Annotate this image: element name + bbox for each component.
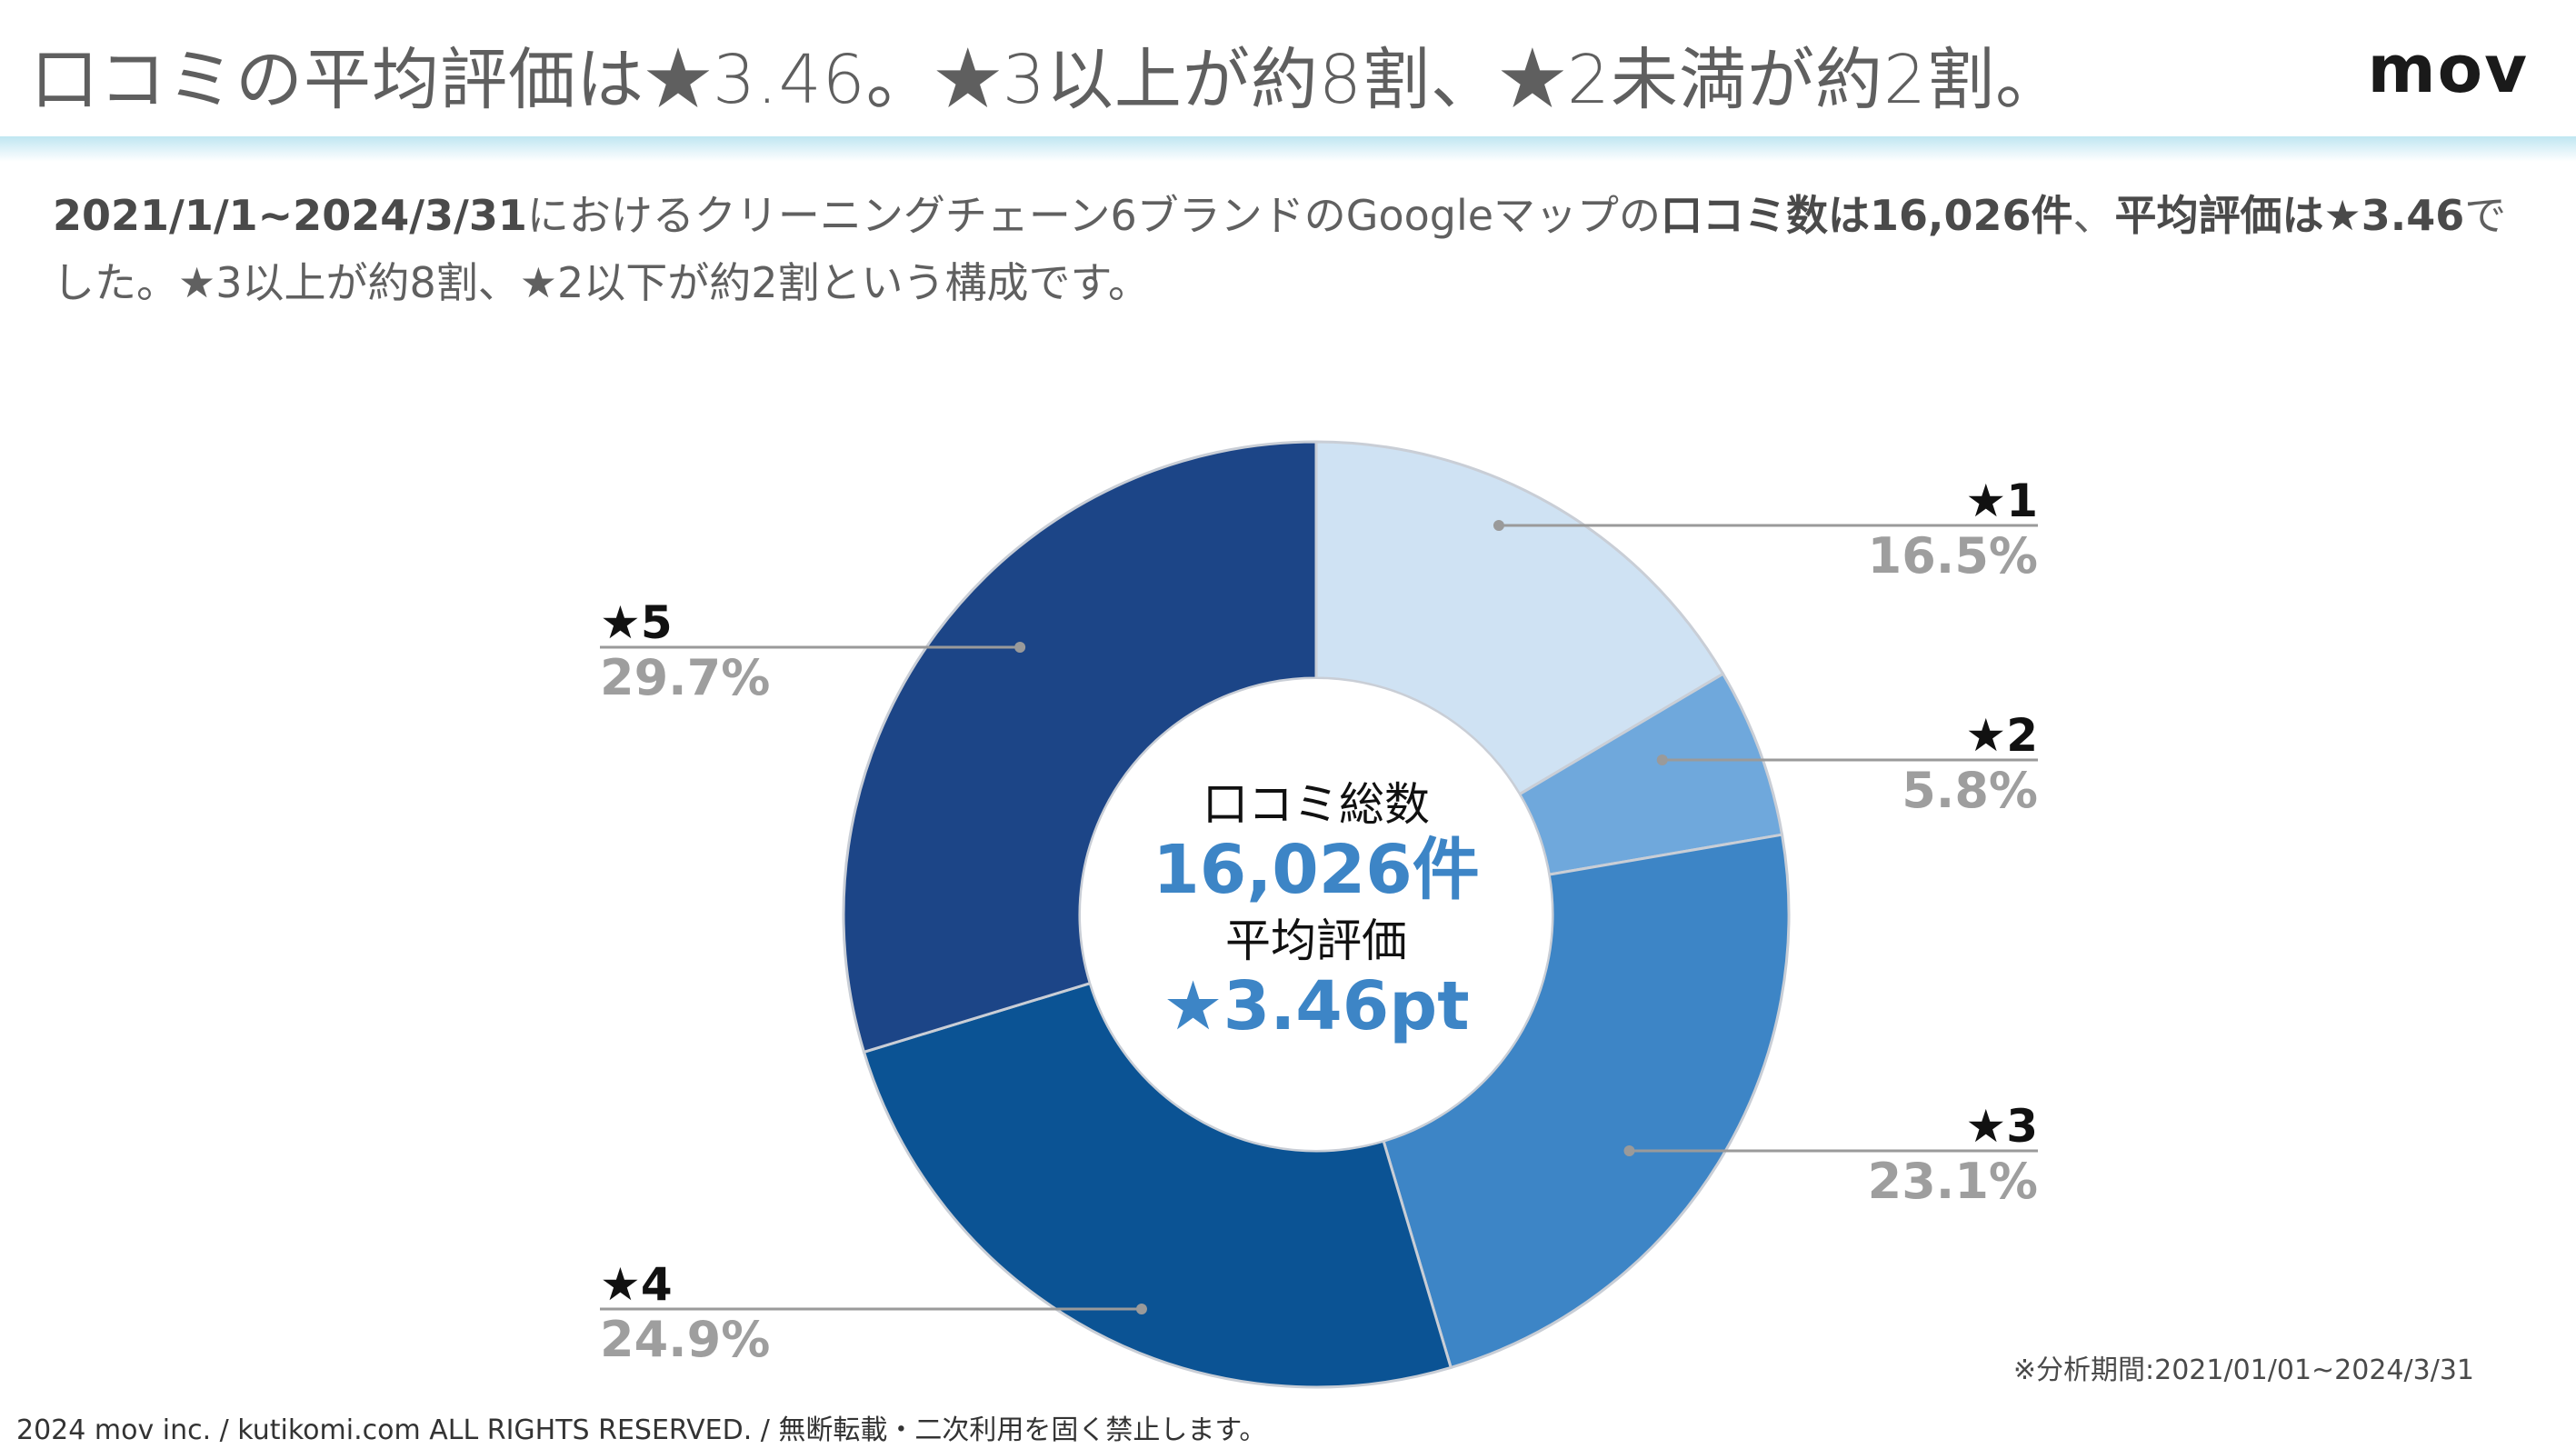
title-divider	[0, 136, 2576, 162]
donut-hole	[1081, 679, 1552, 1150]
slice-star-5	[842, 440, 1318, 1054]
slice-star-1	[1314, 440, 1725, 796]
analysis-period-note: ※分析期間:2021/01/01~2024/3/31	[2012, 1354, 2474, 1386]
desc-period: 2021/1/1~2024/3/31	[53, 191, 527, 240]
center-value-total: 16,026件	[1153, 831, 1480, 909]
desc-comma: 、	[2072, 191, 2115, 240]
leader-dot-star-4	[1135, 1304, 1147, 1314]
description: 2021/1/1~2024/3/31におけるクリーニングチェーン6ブランドのGo…	[53, 182, 2507, 316]
slice-star-3	[1382, 833, 1791, 1370]
label-value-star-3: 23.1%	[1868, 1153, 2038, 1210]
leader-dot-star-5	[1014, 642, 1026, 653]
desc-text-1: におけるクリーニングチェーン6ブランドのGoogleマップの	[526, 191, 1662, 240]
label-value-star-2: 5.8%	[1902, 762, 2038, 819]
label-value-star-5: 29.7%	[600, 649, 770, 706]
mov-logo: mov	[2367, 31, 2529, 107]
center-label-average: 平均評価	[1225, 914, 1407, 967]
leader-dot-star-3	[1623, 1145, 1635, 1156]
copyright: 2024 mov inc. / kutikomi.com ALL RIGHTS …	[16, 1414, 1267, 1446]
label-category-star-5: ★5	[600, 596, 673, 649]
leader-dot-star-1	[1493, 520, 1504, 531]
label-category-star-4: ★4	[600, 1258, 673, 1311]
desc-review-count: 口コミ数は16,026件	[1661, 191, 2073, 240]
center-label-total: 口コミ総数	[1203, 778, 1430, 831]
desc-average: 平均評価は★3.46	[2114, 191, 2465, 240]
label-value-star-1: 16.5%	[1868, 527, 2038, 585]
desc-text-2: でした。★3以上が約8割、★2以下が約2割という構成です。	[53, 191, 2507, 307]
label-category-star-1: ★1	[1965, 475, 2038, 527]
label-category-star-3: ★3	[1965, 1100, 2038, 1153]
center-value-average: ★3.46pt	[1163, 967, 1469, 1045]
label-value-star-4: 24.9%	[600, 1311, 770, 1368]
leader-dot-star-2	[1656, 754, 1668, 765]
page-title: 口コミの平均評価は★3.46。★3以上が約8割、★2未満が約2割。	[31, 41, 2064, 119]
slice-star-4	[862, 981, 1453, 1389]
label-category-star-2: ★2	[1965, 709, 2038, 762]
